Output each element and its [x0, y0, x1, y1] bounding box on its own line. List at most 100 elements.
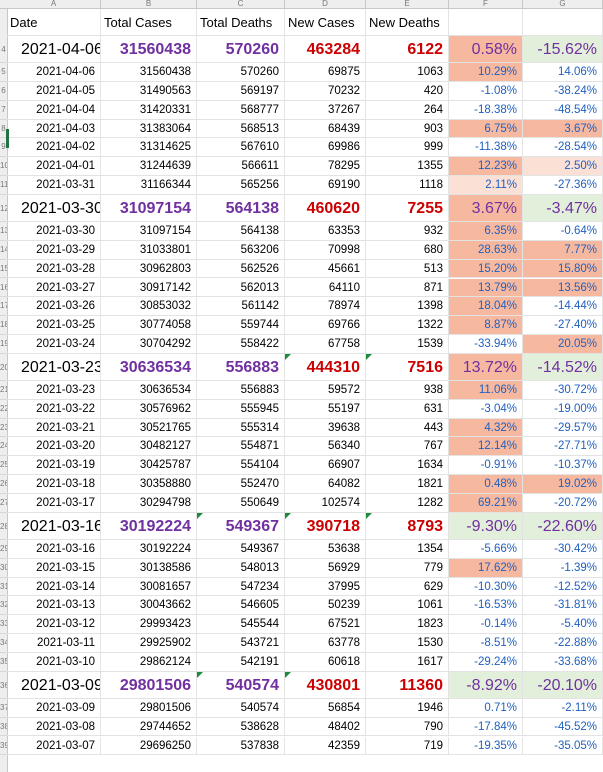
cell-total-cases[interactable]: 30576962: [101, 399, 197, 419]
cell-pct-g[interactable]: -33.68%: [523, 652, 603, 672]
cell-pct-g[interactable]: 3.67%: [523, 119, 603, 139]
cell-total-cases[interactable]: 29993423: [101, 615, 197, 635]
cell-total-deaths[interactable]: 566611: [197, 157, 285, 177]
cell-total-deaths[interactable]: 547234: [197, 577, 285, 597]
cell-pct-g[interactable]: 13.56%: [523, 278, 603, 298]
cell-total-cases[interactable]: 31033801: [101, 240, 197, 260]
cell-pct-f[interactable]: 4.32%: [449, 418, 523, 438]
cell-new-cases[interactable]: 37267: [285, 100, 366, 120]
cell-pct-f[interactable]: -8.51%: [449, 634, 523, 653]
header-date[interactable]: Date: [7, 9, 101, 36]
cell-date[interactable]: 2021-03-28: [7, 259, 101, 279]
cell-total-cases[interactable]: 31097154: [101, 194, 197, 222]
cell-pct-g[interactable]: 20.05%: [523, 335, 603, 354]
cell-new-deaths[interactable]: 7255: [366, 194, 449, 222]
cell-pct-g[interactable]: 15.80%: [523, 259, 603, 279]
header-g[interactable]: [523, 9, 603, 36]
cell-total-deaths[interactable]: 554871: [197, 437, 285, 457]
cell-total-deaths[interactable]: 540574: [197, 698, 285, 718]
cell-date[interactable]: 2021-03-24: [7, 335, 101, 354]
cell-date[interactable]: 2021-03-13: [7, 596, 101, 616]
cell-total-cases[interactable]: 30521765: [101, 418, 197, 438]
cell-pct-f[interactable]: -16.53%: [449, 596, 523, 616]
cell-pct-f[interactable]: -0.14%: [449, 615, 523, 635]
cell-pct-f[interactable]: -9.30%: [449, 512, 523, 540]
cell-date[interactable]: 2021-03-11: [7, 634, 101, 653]
cell-new-deaths[interactable]: 1322: [366, 316, 449, 336]
cell-new-deaths[interactable]: 680: [366, 240, 449, 260]
cell-total-deaths[interactable]: 546605: [197, 596, 285, 616]
cell-pct-g[interactable]: -10.37%: [523, 456, 603, 476]
cell-new-cases[interactable]: 59572: [285, 380, 366, 400]
cell-total-cases[interactable]: 31420331: [101, 100, 197, 120]
cell-total-deaths[interactable]: 561142: [197, 297, 285, 317]
row-number[interactable]: 7: [0, 100, 7, 120]
cell-date[interactable]: 2021-03-14: [7, 577, 101, 597]
row-number[interactable]: 10: [0, 157, 7, 177]
cell-date[interactable]: 2021-03-19: [7, 456, 101, 476]
cell-date[interactable]: 2021-04-05: [7, 81, 101, 101]
cell-total-deaths[interactable]: 564138: [197, 194, 285, 222]
cell-new-deaths[interactable]: 1061: [366, 596, 449, 616]
cell-total-cases[interactable]: 31314625: [101, 138, 197, 158]
cell-new-cases[interactable]: 69190: [285, 176, 366, 195]
row-number[interactable]: 9: [0, 138, 7, 158]
cell-new-deaths[interactable]: 631: [366, 399, 449, 419]
cell-new-cases[interactable]: 68439: [285, 119, 366, 139]
cell-pct-g[interactable]: -3.47%: [523, 194, 603, 222]
cell-new-cases[interactable]: 53638: [285, 539, 366, 559]
cell-new-deaths[interactable]: 767: [366, 437, 449, 457]
row-number[interactable]: 4: [0, 36, 7, 63]
row-number[interactable]: 32: [0, 596, 7, 616]
cell-new-deaths[interactable]: 790: [366, 717, 449, 737]
cell-new-deaths[interactable]: 871: [366, 278, 449, 298]
cell-pct-g[interactable]: -1.39%: [523, 558, 603, 578]
row-number[interactable]: 8: [0, 119, 7, 139]
cell-date[interactable]: 2021-03-16: [7, 512, 101, 540]
cell-pct-g[interactable]: -0.64%: [523, 221, 603, 241]
cell-new-cases[interactable]: 70998: [285, 240, 366, 260]
cell-new-deaths[interactable]: 8793: [366, 512, 449, 540]
cell-pct-g[interactable]: -38.24%: [523, 81, 603, 101]
cell-new-cases[interactable]: 48402: [285, 717, 366, 737]
cell-pct-f[interactable]: -5.66%: [449, 539, 523, 559]
cell-pct-f[interactable]: -1.08%: [449, 81, 523, 101]
cell-new-cases[interactable]: 444310: [285, 353, 366, 381]
row-number[interactable]: 17: [0, 297, 7, 317]
cell-total-deaths[interactable]: 555314: [197, 418, 285, 438]
cell-pct-g[interactable]: -27.71%: [523, 437, 603, 457]
cell-pct-f[interactable]: 0.71%: [449, 698, 523, 718]
cell-pct-f[interactable]: 3.67%: [449, 194, 523, 222]
column-header-a[interactable]: A: [7, 0, 101, 8]
cell-new-cases[interactable]: 67521: [285, 615, 366, 635]
cell-total-cases[interactable]: 31560438: [101, 63, 197, 82]
cell-new-cases[interactable]: 56854: [285, 698, 366, 718]
row-number[interactable]: 19: [0, 335, 7, 354]
cell-total-cases[interactable]: 29801506: [101, 671, 197, 699]
cell-total-cases[interactable]: 31560438: [101, 36, 197, 63]
row-number[interactable]: 35: [0, 652, 7, 672]
cell-pct-f[interactable]: -0.91%: [449, 456, 523, 476]
row-number[interactable]: 33: [0, 615, 7, 635]
cell-total-cases[interactable]: 30358880: [101, 475, 197, 494]
cell-total-deaths[interactable]: 538628: [197, 717, 285, 737]
cell-date[interactable]: 2021-04-06: [7, 36, 101, 63]
cell-total-cases[interactable]: 29696250: [101, 736, 197, 756]
cell-new-cases[interactable]: 42359: [285, 736, 366, 756]
cell-date[interactable]: 2021-03-18: [7, 475, 101, 494]
cell-date[interactable]: 2021-03-31: [7, 176, 101, 195]
cell-pct-f[interactable]: 28.63%: [449, 240, 523, 260]
row-number[interactable]: 15: [0, 259, 7, 279]
cell-new-deaths[interactable]: 629: [366, 577, 449, 597]
cell-new-cases[interactable]: 50239: [285, 596, 366, 616]
cell-total-deaths[interactable]: 540574: [197, 671, 285, 699]
cell-new-deaths[interactable]: 938: [366, 380, 449, 400]
row-number[interactable]: 11: [0, 176, 7, 195]
cell-pct-f[interactable]: 69.21%: [449, 494, 523, 513]
cell-total-deaths[interactable]: 559744: [197, 316, 285, 336]
cell-pct-g[interactable]: -30.42%: [523, 539, 603, 559]
row-number[interactable]: 18: [0, 316, 7, 336]
cell-total-cases[interactable]: 30192224: [101, 539, 197, 559]
cell-new-deaths[interactable]: 264: [366, 100, 449, 120]
cell-new-deaths[interactable]: 932: [366, 221, 449, 241]
